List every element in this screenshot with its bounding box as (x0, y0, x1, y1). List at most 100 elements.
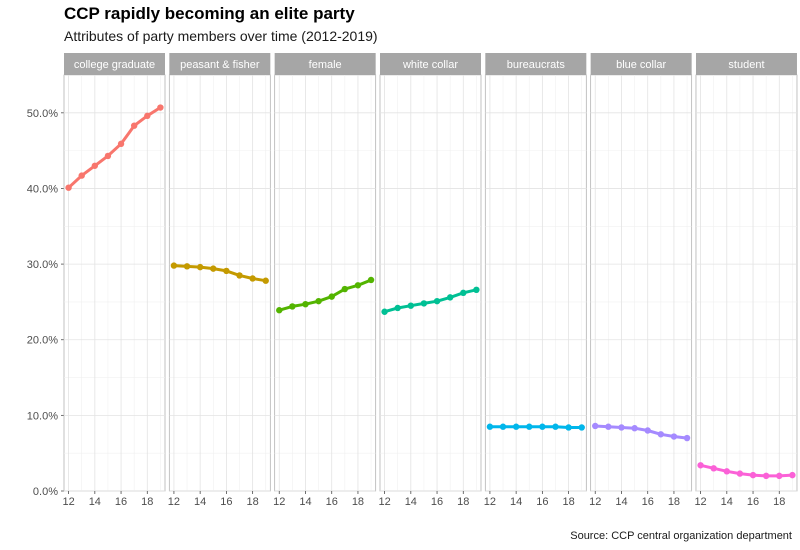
data-point (315, 297, 322, 305)
chart-title: CCP rapidly becoming an elite party (64, 4, 355, 23)
data-point (723, 468, 731, 475)
data-point (644, 427, 651, 434)
data-point (328, 293, 335, 300)
facet-strip-label: student (728, 59, 764, 71)
data-point (289, 303, 296, 310)
x-tick-label: 18 (562, 496, 574, 508)
data-point (144, 112, 151, 120)
data-point (697, 462, 704, 469)
data-point (302, 300, 309, 308)
x-tick-label: 18 (352, 496, 364, 508)
data-point (670, 433, 678, 440)
data-point (249, 275, 256, 282)
data-point (367, 276, 375, 284)
data-point (78, 172, 85, 179)
x-tick-label: 12 (378, 496, 390, 508)
x-tick-label: 12 (694, 496, 706, 508)
data-point (605, 423, 612, 430)
facet-strip-label: blue collar (616, 59, 666, 71)
x-tick-label: 14 (721, 496, 733, 508)
data-point (749, 471, 757, 479)
data-point (341, 285, 349, 293)
data-point (170, 262, 178, 269)
x-tick-label: 12 (484, 496, 496, 508)
data-point (578, 424, 585, 431)
data-point (486, 423, 494, 430)
chart-subtitle: Attributes of party members over time (2… (64, 28, 378, 44)
panel-background (379, 74, 482, 492)
data-point (762, 472, 770, 480)
x-tick-label: 18 (141, 496, 153, 508)
x-tick-label: 16 (536, 496, 548, 508)
data-point (196, 263, 204, 271)
data-point (117, 140, 125, 148)
x-tick-label: 16 (326, 496, 338, 508)
data-point (473, 286, 480, 294)
data-point (407, 302, 415, 309)
facet-strip (695, 53, 797, 75)
facet-strip (169, 53, 271, 75)
data-point (433, 297, 441, 305)
data-point (631, 425, 638, 432)
facet-strip (64, 53, 165, 75)
x-tick-label: 12 (273, 496, 285, 508)
data-point (223, 267, 230, 275)
x-tick-label: 16 (115, 496, 127, 508)
data-point (657, 431, 665, 438)
data-point (776, 472, 783, 480)
facet-strip (274, 53, 376, 75)
y-tick-label: 30.0% (27, 259, 58, 271)
data-point (104, 152, 112, 160)
panel-background (168, 74, 271, 492)
x-tick-label: 12 (168, 496, 180, 508)
data-point (565, 424, 572, 431)
facet-strip (379, 53, 481, 75)
x-tick-label: 14 (299, 496, 311, 508)
y-tick-label: 20.0% (27, 335, 58, 347)
panel-background (484, 74, 587, 492)
y-tick-label: 50.0% (27, 108, 58, 120)
data-point (592, 422, 599, 430)
data-point (354, 282, 362, 289)
data-point (512, 423, 520, 430)
data-point (618, 424, 625, 431)
x-tick-label: 12 (589, 496, 601, 508)
chart-caption: Source: CCP central organization departm… (570, 530, 792, 542)
facet-strip-label: female (309, 59, 342, 71)
panel-background (590, 74, 693, 492)
x-tick-label: 16 (642, 496, 654, 508)
data-point (526, 423, 533, 430)
panel-background (695, 74, 798, 492)
x-tick-label: 14 (615, 496, 627, 508)
data-point (736, 470, 744, 477)
x-tick-label: 16 (220, 496, 232, 508)
data-point (552, 423, 559, 430)
data-point (420, 300, 428, 307)
x-tick-label: 16 (747, 496, 759, 508)
data-point (276, 307, 283, 314)
facet-strip (590, 53, 692, 75)
data-point (91, 162, 99, 169)
x-tick-label: 18 (773, 496, 785, 508)
y-tick-label: 40.0% (27, 183, 58, 195)
data-point (262, 277, 269, 284)
data-point (381, 308, 388, 315)
data-point (446, 294, 454, 301)
x-tick-label: 18 (246, 496, 258, 508)
facet-strip-label: white collar (402, 59, 458, 71)
data-point (65, 184, 72, 191)
data-point (710, 465, 717, 472)
panel-background (63, 74, 166, 492)
data-point (789, 471, 796, 479)
data-point (157, 104, 164, 111)
x-tick-label: 14 (89, 496, 101, 508)
x-tick-label: 18 (668, 496, 680, 508)
x-tick-label: 14 (510, 496, 522, 508)
data-point (539, 423, 546, 430)
data-point (130, 122, 138, 129)
facet-strip (485, 53, 587, 75)
data-point (236, 272, 243, 279)
data-point (394, 304, 401, 312)
data-point (183, 263, 191, 270)
